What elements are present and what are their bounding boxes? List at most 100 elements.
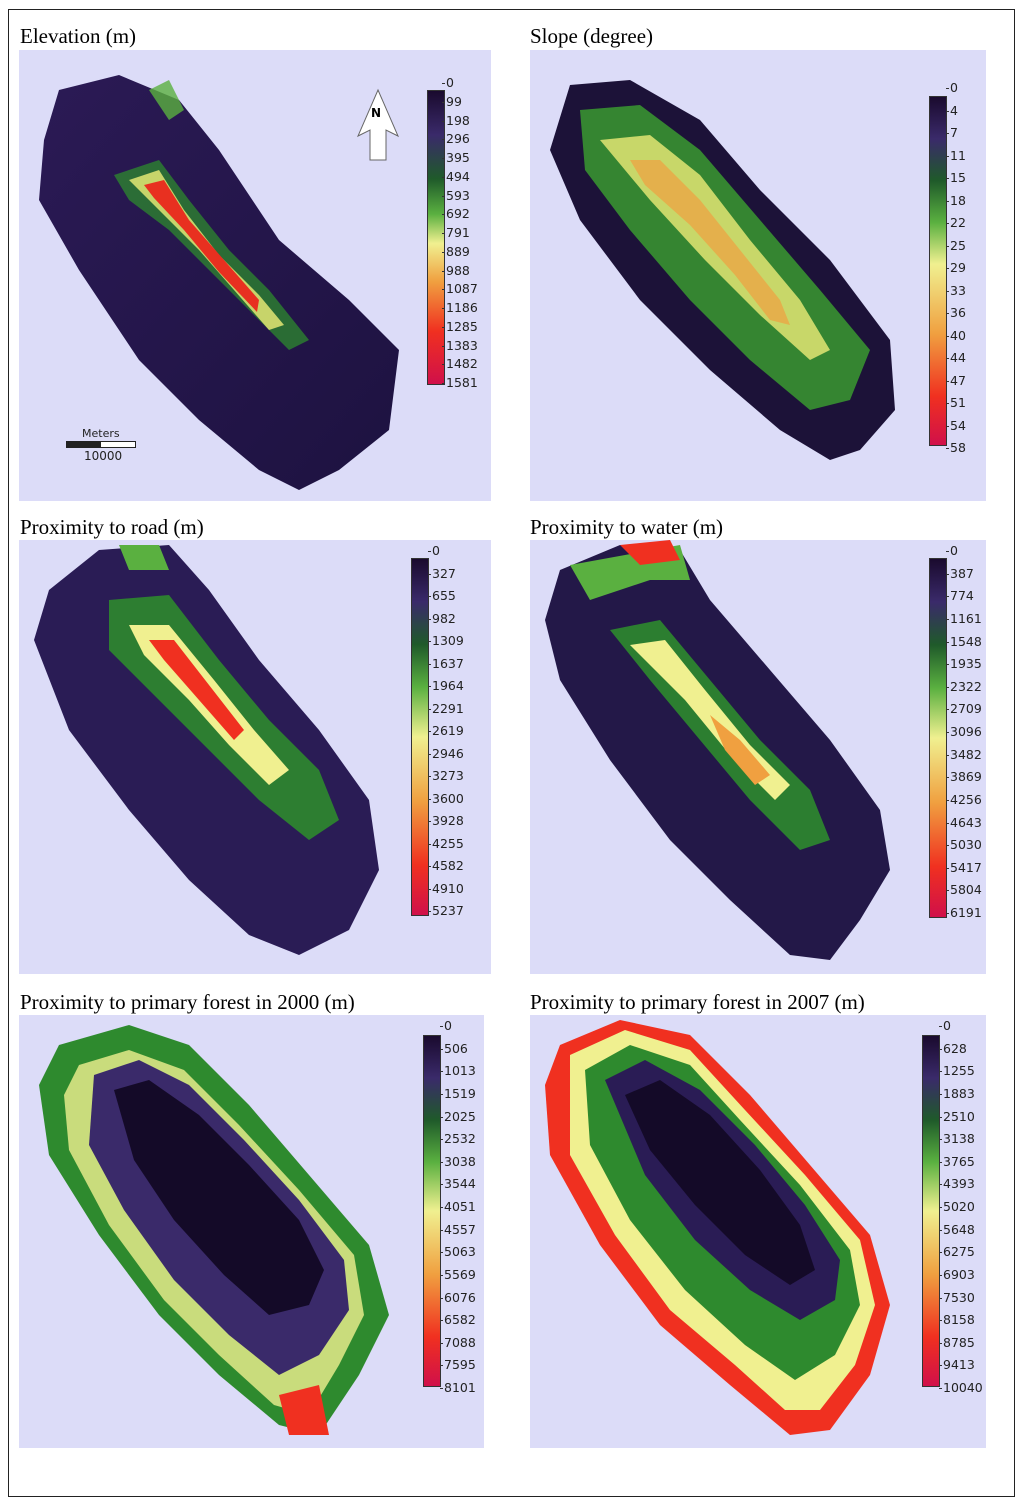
figure-frame bbox=[8, 9, 1015, 1497]
colorbar-tick-label: 506 bbox=[440, 1040, 468, 1056]
colorbar-tick-label: 1013 bbox=[440, 1063, 476, 1079]
map-panel-slope: 0 4 7 11 15 18 22 25 29 33 36 40 44 47 51 54 58 bbox=[530, 50, 986, 501]
colorbar-tick-label: 1309 bbox=[428, 633, 464, 648]
colorbar-tick-label: 0 bbox=[440, 1018, 452, 1033]
colorbar-tick-label: 2291 bbox=[428, 700, 464, 716]
colorbar-tick-label: 655 bbox=[428, 588, 456, 603]
map-panel-forest-2000: 0 506 1013 1519 2025 2532 3038 3544 4051 4557 5063… bbox=[19, 1015, 484, 1448]
panel-title-road: Proximity to road (m) bbox=[20, 515, 204, 539]
colorbar-tick-label: 3869 bbox=[946, 769, 982, 785]
colorbar-tick-label: 5063 bbox=[440, 1244, 476, 1260]
colorbar-tick-label: 2619 bbox=[428, 723, 464, 738]
colorbar-tick-label: 9413 bbox=[939, 1357, 975, 1373]
colorbar-tick-label: 51 bbox=[946, 395, 966, 410]
colorbar-tick-label: 29 bbox=[946, 260, 966, 275]
colorbar-tick-label: 3096 bbox=[946, 724, 982, 739]
colorbar-tick-label: 5569 bbox=[440, 1266, 476, 1282]
colorbar-water bbox=[929, 558, 947, 918]
colorbar-tick-label: 4 bbox=[946, 102, 958, 118]
north-arrow-icon: N bbox=[356, 88, 400, 162]
colorbar-tick-label: 6582 bbox=[440, 1312, 476, 1328]
colorbar-tick-label: 1581 bbox=[442, 375, 478, 390]
colorbar-tick-label: 47 bbox=[946, 372, 966, 388]
colorbar-slope bbox=[929, 96, 947, 446]
colorbar-tick-label: 4582 bbox=[428, 858, 464, 873]
forest-2007-proximity-map bbox=[545, 1020, 890, 1435]
colorbar-tick-label: 198 bbox=[442, 112, 470, 128]
colorbar-tick-label: 387 bbox=[946, 565, 974, 581]
colorbar-tick-label: 3928 bbox=[428, 813, 464, 828]
colorbar-tick-label: 2946 bbox=[428, 745, 464, 761]
colorbar-tick-label: 15 bbox=[946, 170, 966, 185]
forest-2000-proximity-map bbox=[39, 1025, 389, 1435]
colorbar-tick-label: 6275 bbox=[939, 1244, 975, 1260]
colorbar-tick-label: 3765 bbox=[939, 1153, 975, 1169]
colorbar-tick-label: 1383 bbox=[442, 337, 478, 353]
colorbar-tick-label: 4393 bbox=[939, 1176, 975, 1192]
scale-label-bottom: 10000 bbox=[84, 449, 123, 463]
colorbar-tick-label: 395 bbox=[442, 150, 470, 165]
colorbar-tick-label: 3600 bbox=[428, 790, 464, 806]
colorbar-tick-label: 4255 bbox=[428, 835, 464, 851]
colorbar-tick-label: 18 bbox=[946, 192, 966, 208]
colorbar-tick-label: 3273 bbox=[428, 768, 464, 783]
colorbar-tick-label: 54 bbox=[946, 417, 966, 433]
colorbar-tick-label: 2322 bbox=[946, 678, 982, 694]
colorbar-tick-label: 4256 bbox=[946, 791, 982, 807]
colorbar-tick-label: 4643 bbox=[946, 814, 982, 830]
colorbar-tick-label: 2532 bbox=[440, 1131, 476, 1147]
colorbar-tick-label: 5648 bbox=[939, 1221, 975, 1237]
colorbar-tick-label: 774 bbox=[946, 588, 974, 604]
colorbar-road bbox=[411, 558, 429, 916]
colorbar-tick-label: 6191 bbox=[946, 905, 982, 920]
colorbar-tick-label: 6076 bbox=[440, 1289, 476, 1305]
colorbar-tick-label: 58 bbox=[946, 440, 966, 455]
colorbar-tick-label: 1519 bbox=[440, 1085, 476, 1101]
colorbar-tick-label: 4910 bbox=[428, 880, 464, 896]
map-panel-forest-2007: 0 628 1255 1883 2510 3138 3765 4393 5020 5648 6275… bbox=[530, 1015, 986, 1448]
colorbar-tick-label: 4557 bbox=[440, 1221, 476, 1237]
colorbar-tick-label: 628 bbox=[939, 1040, 967, 1056]
colorbar-tick-label: 5804 bbox=[946, 882, 982, 898]
colorbar-tick-label: 1935 bbox=[946, 656, 982, 672]
colorbar-tick-label: 1087 bbox=[442, 281, 478, 297]
panel-title-slope: Slope (degree) bbox=[530, 24, 654, 48]
north-label: N bbox=[371, 106, 382, 120]
colorbar-tick-label: 494 bbox=[442, 168, 470, 184]
colorbar-tick-label: 8101 bbox=[440, 1380, 476, 1395]
panel-title-water: Proximity to water (m) bbox=[530, 515, 724, 539]
colorbar-tick-label: 1637 bbox=[428, 655, 464, 671]
colorbar-tick-label: 7595 bbox=[440, 1357, 476, 1373]
colorbar-tick-label: 33 bbox=[946, 282, 966, 298]
colorbar-tick-label: 3038 bbox=[440, 1153, 476, 1169]
colorbar-tick-label: 8158 bbox=[939, 1312, 975, 1328]
colorbar-tick-label: 7088 bbox=[440, 1334, 476, 1350]
colorbar-tick-label: 988 bbox=[442, 262, 470, 278]
colorbar-tick-label: 2025 bbox=[440, 1108, 476, 1124]
panel-title-forest-2007: Proximity to primary forest in 2007 (m) bbox=[530, 990, 865, 1014]
colorbar-tick-label: 982 bbox=[428, 610, 456, 626]
colorbar-tick-label: 2709 bbox=[946, 701, 982, 717]
colorbar-tick-label: 1285 bbox=[442, 318, 478, 334]
colorbar-tick-label: 7530 bbox=[939, 1289, 975, 1305]
panel-title-elevation: Elevation (m) bbox=[20, 24, 137, 48]
colorbar-tick-label: 0 bbox=[946, 543, 958, 558]
colorbar-tick-label: 3138 bbox=[939, 1131, 975, 1147]
colorbar-tick-label: 889 bbox=[442, 243, 470, 259]
colorbar-tick-label: 5030 bbox=[946, 837, 982, 853]
colorbar-tick-label: 1161 bbox=[946, 610, 982, 626]
colorbar-tick-label: 44 bbox=[946, 350, 966, 365]
scale-bar-graphic bbox=[66, 441, 136, 448]
scale-bar: Meters 10000 bbox=[66, 427, 136, 467]
colorbar-tick-label: 4051 bbox=[440, 1199, 476, 1214]
map-panel-road: 0 327 655 982 1309 1637 1964 2291 2619 2946 3273 36… bbox=[19, 540, 491, 974]
colorbar-tick-label: 40 bbox=[946, 327, 966, 343]
map-panel-water: 0 387 774 1161 1548 1935 2322 2709 3096 3482 3869 4… bbox=[530, 540, 986, 974]
colorbar-tick-label: 1883 bbox=[939, 1085, 975, 1101]
panel-title-forest-2000: Proximity to primary forest in 2000 (m) bbox=[20, 990, 355, 1014]
colorbar-tick-label: 25 bbox=[946, 237, 966, 253]
colorbar-tick-label: 7 bbox=[946, 125, 958, 140]
colorbar-elevation bbox=[427, 90, 445, 385]
colorbar-tick-label: 6903 bbox=[939, 1266, 975, 1282]
water-proximity-map bbox=[545, 540, 890, 960]
